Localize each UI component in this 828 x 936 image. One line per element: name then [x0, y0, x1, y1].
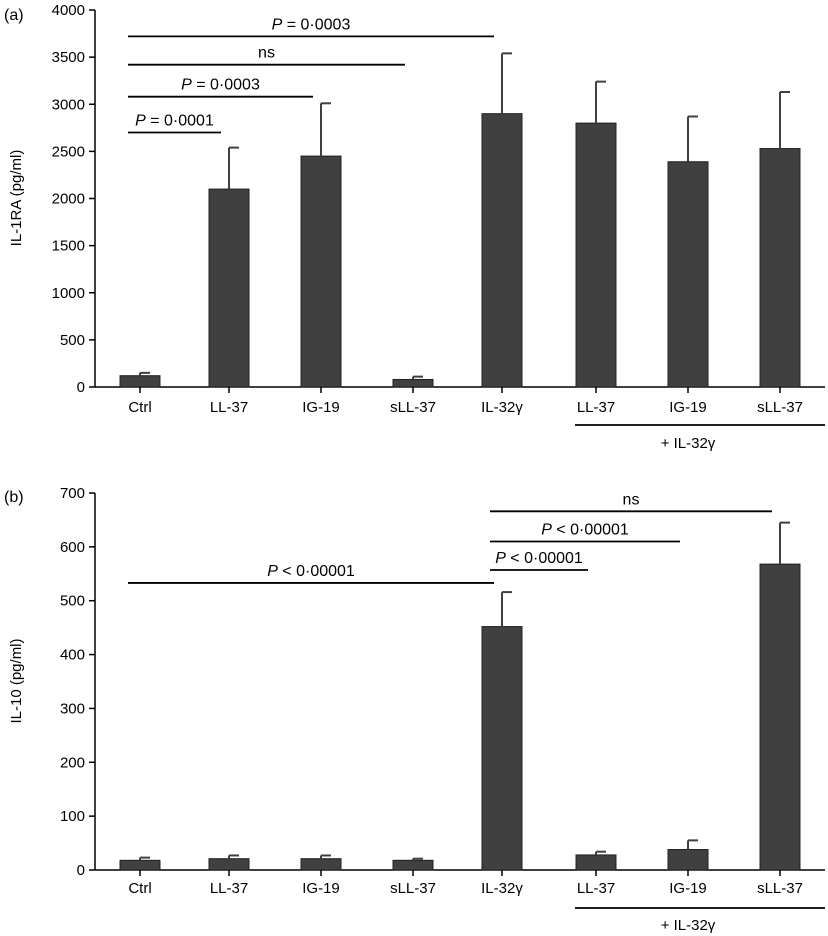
p-value: < 0·00001	[506, 550, 583, 567]
y-tick-label: 0	[77, 862, 85, 879]
x-tick-label: Ctrl	[128, 399, 151, 416]
p-symbol: P	[135, 113, 146, 130]
bar	[481, 113, 523, 388]
p-value: = 0·0001	[146, 113, 214, 130]
bar	[759, 148, 801, 388]
bar	[667, 849, 709, 871]
bar	[208, 858, 250, 871]
bar	[208, 188, 250, 388]
p-symbol: P	[541, 521, 552, 538]
p-symbol: P	[181, 77, 192, 94]
x-tick-label: IG-19	[669, 880, 707, 897]
comparison-label: P < 0·00001	[541, 521, 629, 538]
panel-b: (b) IL-10 (pg/ml) 0 100 200 300 400 500 600 700 Ct…	[4, 485, 825, 934]
p-value: < 0·00001	[278, 563, 355, 580]
bar	[575, 122, 617, 388]
comparison-label: P < 0·00001	[267, 563, 355, 580]
p-value: = 0·0003	[192, 77, 260, 94]
panel-a: (a) IL-1RA (pg/ml) 0 500 1000 1500 2000 2500 300…	[4, 2, 825, 452]
comparison-label: P = 0·0003	[181, 77, 260, 94]
panel-label: (b)	[4, 489, 24, 506]
y-tick-label: 500	[60, 332, 85, 349]
x-tick-label: sLL-37	[390, 399, 436, 416]
x-tick-label: IG-19	[302, 880, 340, 897]
bar	[119, 859, 161, 871]
y-tick-label: 600	[60, 539, 85, 556]
bar	[392, 859, 434, 871]
y-tick-label: 1000	[52, 285, 85, 302]
y-tick-label: 4000	[52, 2, 85, 19]
p-value: ns	[258, 45, 275, 62]
panel-label: (a)	[4, 7, 24, 24]
x-tick-label: IL-32γ	[481, 880, 523, 897]
y-tick-label: 3500	[52, 49, 85, 66]
bar	[481, 626, 523, 871]
bar	[759, 563, 801, 871]
y-tick-label: 3000	[52, 96, 85, 113]
bar	[300, 858, 342, 871]
y-tick-label: 200	[60, 754, 85, 771]
comparison-label: P < 0·00001	[495, 550, 583, 567]
y-axis-label: IL-10 (pg/ml)	[8, 638, 25, 723]
y-tick-label: 2500	[52, 143, 85, 160]
x-tick-label: Ctrl	[128, 880, 151, 897]
bar	[575, 854, 617, 871]
group-label: + IL-32γ	[661, 917, 716, 934]
comparison-label: P = 0·0001	[135, 113, 214, 130]
comparison-label: ns	[258, 45, 275, 62]
y-tick-label: 300	[60, 700, 85, 717]
comparison-label: P = 0·0003	[272, 16, 351, 33]
p-value: ns	[623, 491, 640, 508]
y-tick-label: 700	[60, 485, 85, 502]
x-tick-label: LL-37	[577, 399, 615, 416]
bar	[300, 155, 342, 388]
x-tick-label: IG-19	[669, 399, 707, 416]
x-tick-label: IG-19	[302, 399, 340, 416]
y-tick-label: 2000	[52, 191, 85, 208]
y-tick-label: 1500	[52, 238, 85, 255]
bar	[667, 161, 709, 388]
comparison-label: ns	[623, 491, 640, 508]
p-value: = 0·0003	[282, 16, 350, 33]
x-tick-label: LL-37	[210, 880, 248, 897]
x-tick-label: sLL-37	[757, 399, 803, 416]
x-tick-label: sLL-37	[390, 880, 436, 897]
p-value: < 0·00001	[552, 521, 629, 538]
p-symbol: P	[272, 16, 283, 33]
y-axis-label: IL-1RA (pg/ml)	[8, 150, 25, 247]
bar	[392, 378, 434, 388]
group-label: + IL-32γ	[661, 435, 716, 452]
x-tick-label: IL-32γ	[481, 399, 523, 416]
y-tick-label: 500	[60, 593, 85, 610]
y-tick-label: 100	[60, 808, 85, 825]
y-tick-label: 0	[77, 379, 85, 396]
y-tick-label: 400	[60, 647, 85, 664]
x-tick-label: LL-37	[577, 880, 615, 897]
p-symbol: P	[495, 550, 506, 567]
x-tick-label: LL-37	[210, 399, 248, 416]
bar	[119, 375, 161, 388]
x-tick-label: sLL-37	[757, 880, 803, 897]
p-symbol: P	[267, 563, 278, 580]
